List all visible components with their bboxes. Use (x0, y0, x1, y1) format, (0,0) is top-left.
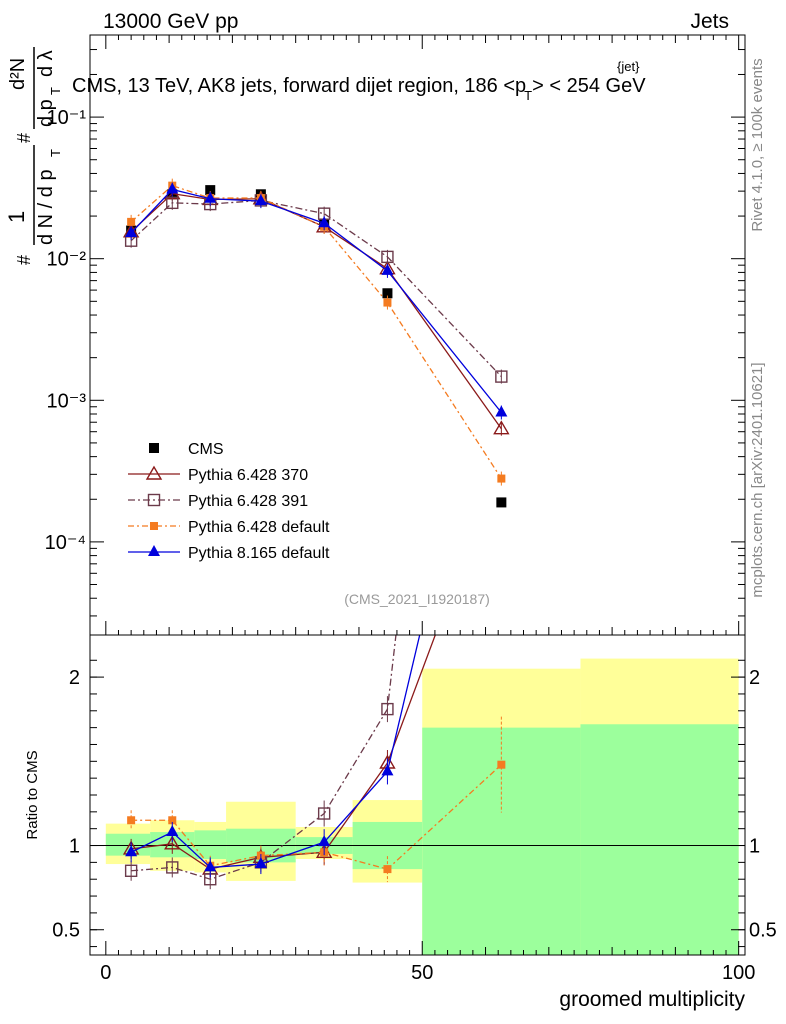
legend: CMS Pythia 6.428 370 Pythia 6.428 391 Pythi… (128, 441, 330, 562)
legend-marker-p6def (150, 522, 158, 530)
top-axes: 10⁻⁴ 10⁻³ 10⁻² 10⁻¹ (45, 34, 746, 636)
analysis-label: (CMS_2021_I1920187) (344, 591, 490, 607)
legend-marker-p8 (148, 545, 160, 556)
legend-marker-cms (149, 443, 159, 453)
point-p8-3 (254, 194, 267, 206)
ratio-bands (90, 658, 745, 955)
ylabel-hash: # (14, 255, 34, 265)
ratio-point-p370-1 (164, 835, 181, 850)
band-inner-0 (105, 833, 151, 856)
ylabel-d2n: d²N (7, 58, 29, 90)
point-p8-2 (204, 191, 217, 203)
point-p8-4 (318, 216, 331, 228)
ylabel-dlambda: d λ (35, 50, 57, 77)
bottom-axes: 0.5 0.5 1 1 2 2 0 50 100 (52, 634, 777, 984)
ylabel-part: #1 d N / d p T # d²N d p Td λ (4, 47, 63, 265)
plot-title: CMS, 13 TeV, AK8 jets, forward dijet reg… (72, 75, 646, 103)
ratio-y-tick-label-right: 0.5 (749, 920, 777, 942)
ratio-y-tick-label: 0.5 (52, 920, 80, 942)
ratio-point-p6def-6 (497, 760, 506, 769)
x-tick-label: 0 (100, 962, 111, 984)
point-p391-6 (495, 370, 508, 383)
energy-label: 13000 GeV pp (103, 10, 238, 33)
category-label: Jets (690, 10, 729, 33)
point-p6def-5 (383, 298, 392, 307)
ratio-point-p8-4 (318, 835, 331, 847)
plot-title-suffix: > < 254 GeV (532, 75, 646, 97)
ratio-series-layer (122, 283, 508, 890)
ratio-point-p6def-5 (383, 865, 392, 874)
ratio-point-p6def-1 (168, 816, 177, 825)
plot-title-sup: {jet} (617, 59, 640, 74)
legend-marker-p370 (145, 465, 163, 480)
ratio-point-p391-0 (124, 864, 138, 877)
ratio-point-p8-6 (495, 283, 507, 294)
ratio-point-p8-3 (254, 857, 267, 869)
ratio-y-tick-label: 1 (69, 836, 80, 858)
band-inner-7 (580, 724, 739, 955)
ratio-point-p391-5 (381, 702, 394, 716)
ylabel-dndpt: d N / d p (35, 169, 57, 245)
x-tick-label: 100 (722, 962, 755, 984)
point-p6def-6 (497, 474, 506, 483)
point-p8-0 (125, 225, 138, 237)
point-cms-2 (205, 185, 216, 196)
series-line-p6def (130, 184, 502, 479)
point-p8-6 (495, 405, 508, 417)
plot-title-prefix: CMS, 13 TeV, AK8 jets, forward dijet reg… (72, 75, 526, 97)
ratio-point-p8-1 (166, 825, 179, 837)
ratio-point-p8-5 (381, 764, 394, 776)
plot-title-sub: T (524, 88, 532, 103)
ratio-y-tick-label: 2 (69, 667, 80, 689)
ylabel-hash2: # (14, 133, 34, 143)
ratio-point-p391-4 (317, 807, 331, 820)
rivet-label: Rivet 4.1.0, ≥ 100k events (749, 58, 766, 231)
point-p391-5 (381, 250, 394, 264)
ylabel-dp: d p (35, 99, 57, 127)
point-cms-5 (382, 288, 393, 299)
legend-label-cms: CMS (188, 441, 224, 458)
legend-marker-p391 (147, 493, 161, 507)
ylabel-sub: T (48, 149, 63, 157)
ratio-y-axis-title: Ratio to CMS (24, 750, 41, 839)
ratio-point-p8-2 (204, 860, 217, 872)
ratio-point-p391-1 (166, 861, 179, 874)
y-tick-label: 10⁻¹ (47, 107, 87, 129)
top-series-layer (122, 178, 510, 508)
legend-label-p6def: Pythia 6.428 default (188, 519, 330, 536)
point-p6def-0 (127, 217, 136, 226)
y-tick-label: 10⁻³ (47, 390, 87, 412)
top-y-axis-title: #1 d N / d p T # d²N d p Td λ (4, 47, 63, 265)
legend-label-p8: Pythia 8.165 default (188, 545, 330, 562)
point-p370-6 (493, 420, 510, 435)
y-tick-label: 10⁻² (47, 249, 87, 271)
ratio-y-tick-label-right: 2 (749, 667, 760, 689)
y-tick-label: 10⁻⁴ (45, 532, 86, 554)
legend-label-p391: Pythia 6.428 391 (188, 493, 308, 510)
ratio-point-p8-0 (125, 845, 138, 857)
ratio-point-p6def-0 (127, 816, 136, 825)
x-tick-label: 50 (411, 962, 433, 984)
ylabel-one: 1 (4, 211, 29, 223)
point-p391-1 (166, 196, 179, 210)
ratio-point-p370-6 (494, 451, 508, 463)
x-axis-title: groomed multiplicity (559, 988, 745, 1011)
point-p8-5 (381, 263, 394, 275)
point-cms-6 (496, 497, 507, 508)
ratio-y-tick-label-right: 1 (749, 836, 760, 858)
band-inner-2 (194, 830, 227, 859)
legend-label-p370: Pythia 6.428 370 (188, 467, 308, 484)
point-p8-1 (166, 182, 179, 194)
site-label: mcplots.cern.ch [arXiv:2401.10621] (749, 362, 766, 597)
ylabel-sub2: T (48, 87, 63, 95)
